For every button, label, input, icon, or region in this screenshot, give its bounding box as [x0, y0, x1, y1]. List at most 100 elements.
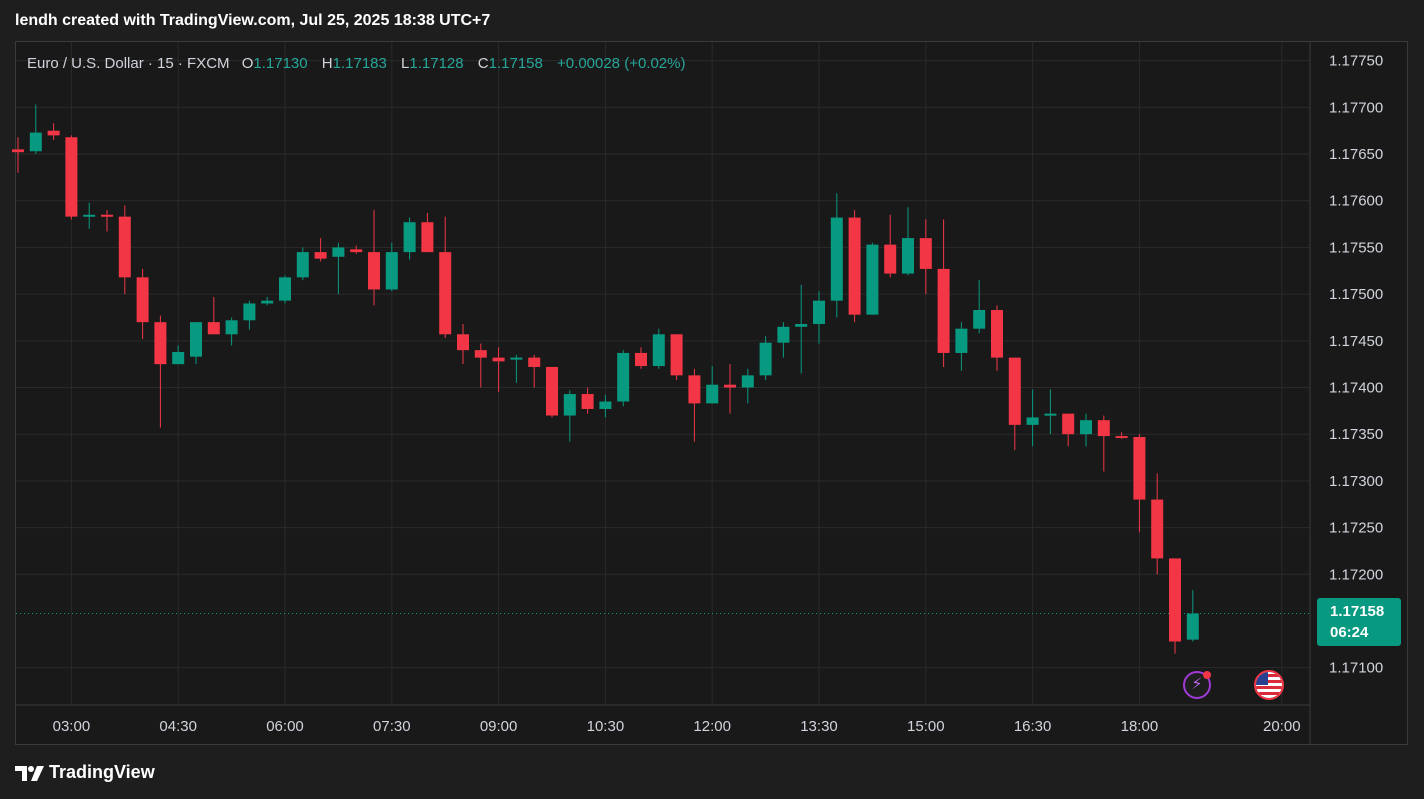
change-value: +0.00028 (+0.02%): [557, 55, 686, 72]
y-tick-label: 1.17450: [1329, 333, 1383, 350]
y-tick-label: 1.17700: [1329, 99, 1383, 116]
candle-body: [118, 216, 131, 278]
candle-body: [635, 352, 647, 367]
candle-body: [83, 214, 96, 217]
candle-body: [795, 324, 808, 327]
candle-body: [474, 350, 487, 358]
y-tick-label: 1.17200: [1329, 566, 1383, 583]
candle-body: [385, 252, 398, 290]
low-value: 1.17128: [409, 55, 464, 72]
y-tick-label: 1.17750: [1329, 53, 1383, 70]
us-flag-graphic: [1256, 672, 1282, 698]
notification-dot: [1203, 671, 1211, 679]
candle-body: [652, 334, 665, 367]
candle-body: [563, 394, 576, 416]
candle-body: [973, 310, 986, 329]
candle-body: [724, 384, 736, 388]
tradingview-logo-icon: [15, 765, 44, 781]
brand-name: TradingView: [49, 762, 155, 782]
x-tick-label: 18:00: [1121, 718, 1159, 735]
candle-body: [261, 300, 274, 304]
candle-body: [902, 238, 914, 274]
y-tick-label: 1.17550: [1329, 239, 1383, 256]
candle-body: [581, 394, 594, 409]
high-value: 1.17183: [332, 55, 387, 72]
ohlc-legend: Euro / U.S. Dollar · 15 · FXCM O1.17130 …: [27, 55, 685, 72]
candle-body: [314, 252, 327, 259]
candle-body: [1151, 499, 1164, 559]
candle-body: [706, 384, 719, 404]
candle-body: [154, 322, 167, 365]
candle-body: [457, 334, 469, 351]
candle-body: [1008, 357, 1021, 425]
candle-body: [12, 149, 24, 153]
x-tick-label: 13:30: [800, 718, 838, 735]
last-price-tag: 1.17158 06:24: [1317, 598, 1401, 646]
candle-body: [866, 244, 879, 315]
open-label: O: [241, 55, 254, 72]
candle-body: [47, 130, 60, 136]
candle-body: [1044, 413, 1057, 416]
candle-body: [848, 217, 861, 315]
candle-body: [190, 322, 202, 357]
x-tick-label: 03:00: [53, 718, 91, 735]
candle-body: [421, 222, 434, 253]
candle-body: [688, 375, 701, 404]
x-tick-label: 07:30: [373, 718, 411, 735]
candle-body: [279, 277, 291, 301]
candle-body: [955, 328, 968, 353]
y-tick-label: 1.17650: [1329, 146, 1383, 163]
symbol-label[interactable]: Euro / U.S. Dollar · 15 · FXCM: [27, 55, 230, 72]
lightning-icon[interactable]: ⚡: [1183, 671, 1211, 699]
close-label: C: [477, 55, 489, 72]
candle-body: [1080, 420, 1092, 435]
x-tick-label: 04:30: [159, 718, 197, 735]
candle-body: [439, 252, 452, 335]
last-price-value: 1.17158: [1330, 603, 1385, 620]
candle-body: [617, 352, 630, 402]
candle-body: [101, 214, 113, 217]
close-value: 1.17158: [488, 55, 543, 72]
x-tick-label: 10:30: [587, 718, 625, 735]
x-tick-label: 12:00: [693, 718, 731, 735]
candle-body: [528, 357, 541, 367]
candle-body: [207, 322, 220, 335]
candle-body: [1026, 417, 1039, 425]
tradingview-brand[interactable]: TradingView: [15, 762, 155, 783]
candle-body: [777, 326, 790, 343]
candle-body: [1186, 613, 1199, 640]
y-tick-label: 1.17250: [1329, 520, 1383, 537]
candle-body: [368, 252, 380, 290]
low-label: L: [401, 55, 410, 72]
candle-body: [1169, 558, 1181, 642]
candle-body: [403, 222, 416, 253]
candle-body: [350, 249, 363, 253]
candle-body: [991, 310, 1003, 358]
candle-body: [492, 357, 505, 362]
us-flag-icon[interactable]: [1254, 670, 1284, 700]
x-tick-label: 09:00: [480, 718, 518, 735]
candle-body: [1115, 436, 1128, 439]
candle-body: [1097, 420, 1110, 437]
candle-body: [510, 357, 523, 360]
candle-body: [225, 320, 238, 335]
open-value: 1.17130: [253, 55, 308, 72]
candle-body: [670, 334, 683, 376]
y-tick-label: 1.17500: [1329, 286, 1383, 303]
candle-body: [546, 366, 558, 416]
candle-body: [759, 342, 772, 376]
candle-body: [813, 300, 825, 325]
x-tick-label: 06:00: [266, 718, 304, 735]
high-label: H: [321, 55, 333, 72]
candle-body: [136, 277, 149, 323]
x-tick-label: 15:00: [907, 718, 945, 735]
y-tick-label: 1.17100: [1329, 660, 1383, 677]
bar-countdown: 06:24: [1330, 624, 1369, 641]
y-tick-label: 1.17600: [1329, 193, 1383, 210]
candle-body: [1062, 413, 1075, 435]
candle-body: [741, 375, 754, 388]
candle-body: [296, 252, 309, 278]
candle-body: [243, 303, 256, 321]
chart-caption: lendh created with TradingView.com, Jul …: [15, 12, 491, 29]
